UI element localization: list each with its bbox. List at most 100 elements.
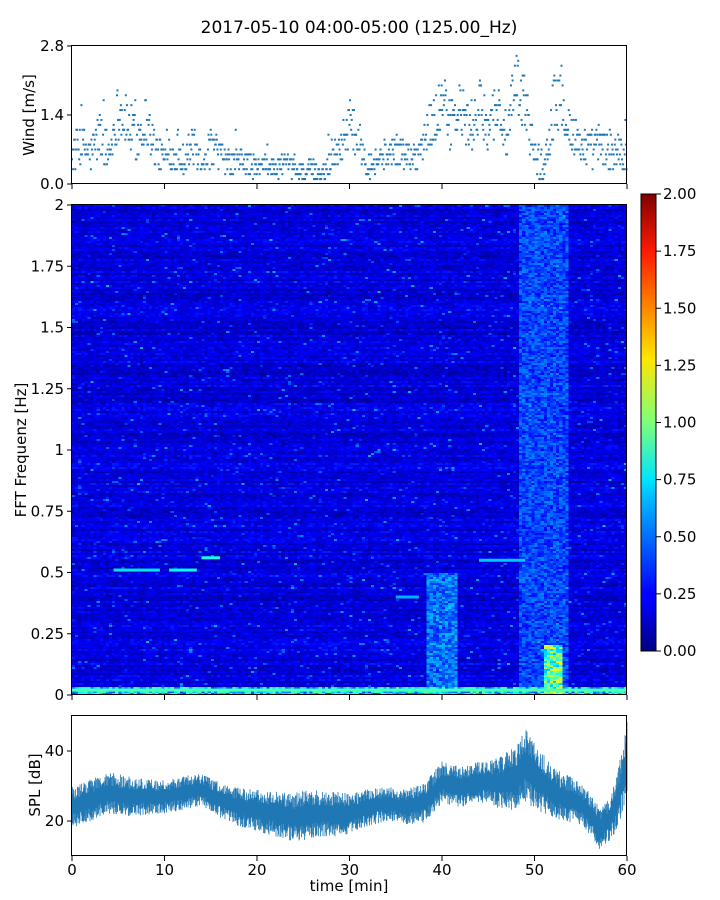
wind-point — [597, 123, 600, 126]
wind-point — [104, 153, 107, 156]
wind-point — [539, 153, 542, 156]
wind-point — [256, 168, 259, 171]
wind-point — [566, 128, 569, 131]
wind-point — [229, 173, 232, 176]
wind-point — [604, 163, 607, 166]
wind-point — [495, 109, 498, 112]
wind-point — [314, 168, 317, 171]
time-x-tick-label: 50 — [525, 861, 544, 879]
wind-point — [402, 143, 405, 146]
wind-point — [573, 148, 576, 151]
wind-point — [234, 128, 237, 131]
wind-point — [153, 128, 156, 131]
wind-point — [157, 148, 160, 151]
wind-point — [104, 128, 107, 131]
wind-point — [115, 143, 118, 146]
colorbar-tick-label: 1.50 — [663, 299, 696, 317]
wind-point — [519, 79, 522, 82]
wind-point — [352, 148, 355, 151]
wind-point — [578, 148, 581, 151]
wind-point — [93, 138, 96, 141]
wind-point — [440, 84, 443, 87]
wind-point — [349, 114, 352, 116]
spectrogram-panel: 0 0.25 0.5 0.75 1 1.25 1.5 1.75 2 FFT Frequenz [… — [12, 196, 628, 704]
wind-point — [147, 123, 150, 126]
time-x-axis-label: time [min] — [310, 877, 389, 895]
wind-point — [508, 128, 511, 131]
wind-point — [366, 173, 369, 176]
wind-point — [361, 143, 364, 146]
wind-point — [212, 163, 215, 166]
wind-point — [596, 133, 599, 136]
wind-point — [441, 114, 444, 116]
wind-point — [293, 153, 296, 156]
wind-point — [382, 168, 385, 171]
wind-point — [142, 133, 145, 136]
wind-point — [266, 143, 269, 146]
wind-point — [379, 153, 382, 156]
wind-point — [266, 173, 269, 176]
wind-point — [263, 158, 266, 161]
wind-point — [113, 128, 116, 131]
wind-point — [367, 173, 370, 176]
wind-point — [399, 163, 402, 166]
wind-point — [246, 153, 249, 156]
wind-point — [573, 153, 576, 156]
wind-point — [420, 143, 423, 146]
wind-point — [448, 148, 451, 151]
wind-point — [505, 133, 508, 136]
wind-point — [399, 138, 402, 141]
wind-point — [484, 133, 487, 136]
wind-point — [458, 84, 461, 87]
wind-point — [539, 173, 542, 176]
wind-point — [351, 133, 354, 136]
wind-point — [159, 168, 162, 171]
wind-point — [99, 123, 102, 126]
wind-point — [211, 138, 214, 141]
wind-point — [80, 104, 83, 107]
wind-point — [105, 163, 108, 166]
wind-point — [494, 123, 497, 126]
wind-point — [255, 163, 258, 166]
wind-point — [154, 163, 157, 166]
wind-point — [470, 99, 473, 102]
wind-point — [553, 123, 556, 126]
wind-point — [280, 168, 283, 171]
wind-point — [129, 133, 132, 136]
wind-point — [561, 123, 564, 126]
colorbar-tick-label: 0.50 — [663, 528, 696, 546]
wind-x-axis — [71, 184, 628, 189]
wind-point — [471, 133, 474, 136]
wind-point — [571, 143, 574, 146]
wind-point — [574, 118, 577, 121]
wind-point — [142, 143, 145, 146]
wind-point — [326, 158, 329, 161]
wind-point — [230, 173, 233, 176]
wind-point — [347, 109, 350, 112]
wind-point — [145, 138, 148, 141]
wind-point — [452, 109, 455, 112]
wind-point — [594, 143, 597, 146]
wind-point — [548, 153, 551, 156]
wind-point — [290, 178, 293, 181]
wind-point — [215, 138, 218, 141]
wind-point — [430, 104, 433, 107]
wind-point — [274, 163, 277, 166]
wind-point — [558, 104, 561, 107]
wind-point — [536, 173, 539, 176]
wind-point — [350, 118, 353, 121]
wind-point — [582, 153, 585, 156]
wind-point — [245, 168, 248, 171]
wind-point — [482, 138, 485, 141]
wind-point — [485, 118, 488, 121]
wind-point — [203, 168, 206, 171]
wind-point — [463, 123, 466, 126]
wind-point — [455, 118, 458, 121]
wind-point — [145, 118, 148, 121]
wind-point — [324, 163, 327, 166]
wind-point — [250, 168, 253, 171]
wind-point — [543, 158, 546, 161]
wind-point — [405, 163, 408, 166]
wind-point — [73, 138, 76, 141]
wind-point — [426, 123, 429, 126]
